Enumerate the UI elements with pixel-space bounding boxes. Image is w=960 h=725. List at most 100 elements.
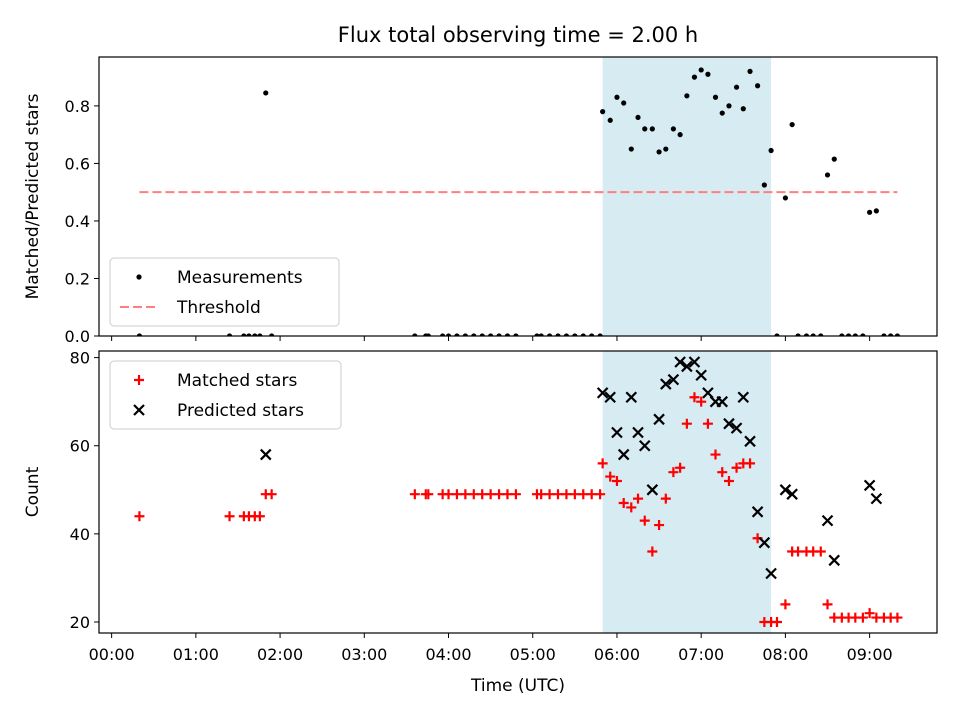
- predicted-stars-point: [674, 356, 686, 368]
- predicted-stars-point: [688, 356, 701, 368]
- legend-swatch: [134, 375, 144, 385]
- matched-stars-point: [723, 475, 734, 486]
- matched-stars-point: [857, 612, 868, 623]
- measurements-point: [471, 333, 477, 336]
- measurements-point: [663, 146, 669, 152]
- observing-window-span: [602, 57, 772, 336]
- predicted-stars-point: [611, 426, 623, 439]
- legend-swatch: [136, 274, 142, 280]
- matched-stars-point: [510, 489, 521, 500]
- matched-stars-point: [815, 546, 826, 557]
- predicted-stars-point: [716, 395, 729, 408]
- legend-label: Measurements: [177, 268, 303, 288]
- predicted-stars-point: [681, 360, 693, 373]
- matched-stars-point: [544, 489, 555, 500]
- predicted-stars-point: [617, 448, 630, 461]
- measurements-point: [269, 333, 275, 336]
- measurements-point: [479, 333, 485, 336]
- predicted-stars-point: [786, 488, 798, 500]
- measurements-point: [445, 333, 452, 336]
- measurements-point: [252, 333, 258, 336]
- measurements-point: [803, 333, 810, 336]
- matched-stars-point: [675, 462, 686, 473]
- measurements-point: [572, 333, 578, 336]
- predicted-stars-point: [604, 391, 616, 404]
- predicted-stars-point: [695, 369, 707, 382]
- measurements-point: [684, 93, 690, 99]
- measurements-point: [705, 71, 711, 77]
- y-tick-label: 0.4: [65, 212, 90, 231]
- measurements-point: [546, 333, 553, 336]
- matched-stars-point: [553, 489, 564, 500]
- measurements-point: [845, 333, 852, 336]
- y-tick-label: 40: [70, 525, 90, 544]
- matched-stars-point: [647, 546, 658, 557]
- matched-stars-point: [633, 493, 644, 504]
- measurements-point: [774, 333, 780, 336]
- measurements-point: [246, 333, 252, 336]
- measurements-point: [600, 109, 606, 115]
- legend-label: Predicted stars: [177, 401, 304, 421]
- measurements-point: [740, 106, 746, 112]
- measurements-point: [580, 333, 586, 336]
- matched-stars-point: [468, 489, 479, 500]
- legend-label: Threshold: [176, 298, 261, 318]
- measurements-point: [789, 121, 795, 128]
- matched-stars-point: [485, 489, 496, 500]
- predicted-stars-point: [779, 484, 792, 496]
- matched-stars-point: [134, 511, 145, 522]
- measurements-point: [589, 333, 595, 336]
- measurements-point: [621, 100, 627, 106]
- matched-stars-point: [660, 493, 671, 504]
- legend-ratio: Measurements Threshold: [109, 257, 340, 327]
- matched-stars-point: [502, 489, 513, 500]
- measurements-point: [563, 333, 570, 336]
- measurements-point: [614, 94, 620, 100]
- axes-frame-count: [98, 350, 938, 634]
- predicted-stars-point: [737, 391, 750, 404]
- matched-stars-point: [654, 520, 665, 531]
- measurements-point: [628, 146, 634, 152]
- x-tick-label: 09:00: [847, 645, 893, 664]
- matched-stars-point: [771, 616, 782, 627]
- measurements-point: [440, 333, 446, 336]
- x-tick-label: 04:00: [425, 645, 471, 664]
- measurements-point: [824, 172, 831, 178]
- matched-stars-point: [605, 471, 616, 482]
- matched-stars-point: [611, 475, 622, 486]
- predicted-stars-point: [259, 448, 272, 461]
- matched-stars-point: [639, 515, 650, 526]
- measurements-point: [712, 94, 719, 100]
- matched-stars-point: [668, 467, 679, 478]
- predicted-stars-point: [625, 391, 638, 404]
- matched-stars-point: [780, 599, 791, 610]
- plot-area-ratio: [136, 67, 901, 336]
- matched-stars-point: [477, 489, 488, 500]
- y-axis-label: Count: [23, 466, 43, 517]
- predicted-stars-point: [667, 373, 680, 386]
- measurements-point: [782, 195, 789, 201]
- y-tick-label: 0.2: [65, 269, 90, 288]
- measurements-point: [649, 126, 655, 132]
- predicted-stars-point: [730, 422, 743, 434]
- matched-stars-point: [494, 489, 505, 500]
- measurements-point: [852, 333, 858, 336]
- measurements-point: [691, 74, 698, 80]
- legend-swatch: [133, 404, 145, 416]
- predicted-stars-point: [863, 479, 876, 492]
- measurements-point: [698, 67, 704, 73]
- x-axis-label: Time (UTC): [470, 676, 565, 696]
- predicted-stars-point: [870, 492, 883, 505]
- legend-box: [109, 257, 340, 327]
- measurements-point: [257, 333, 263, 336]
- measurements-point: [839, 333, 845, 336]
- matched-stars-point: [460, 489, 471, 500]
- measurements-point: [873, 208, 879, 214]
- measurements-point: [635, 114, 641, 121]
- matched-stars-point: [702, 418, 713, 429]
- predicted-stars-point: [638, 439, 651, 452]
- axes-frame-ratio: [98, 56, 938, 337]
- matched-stars-point: [451, 489, 462, 500]
